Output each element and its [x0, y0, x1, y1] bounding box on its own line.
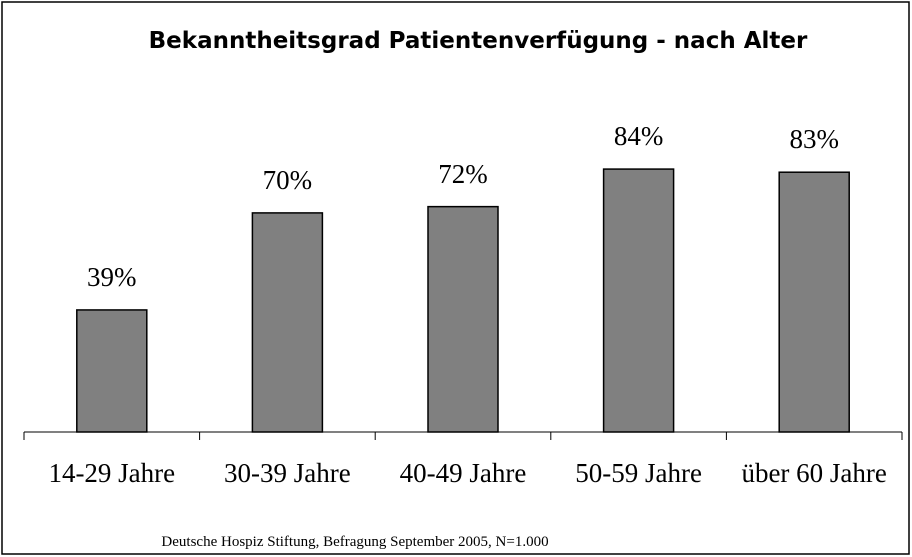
x-tick-label: 50-59 Jahre	[575, 458, 702, 488]
value-label: 70%	[262, 164, 313, 195]
x-tick-label: 30-39 Jahre	[224, 458, 351, 488]
x-tick-label: 40-49 Jahre	[399, 458, 527, 488]
value-label: 84%	[613, 121, 664, 152]
bar	[602, 168, 675, 433]
chart-title: Bekanntheitsgrad Patientenverfügung - na…	[148, 28, 808, 54]
value-label: 83%	[789, 124, 839, 155]
x-tick-label: über 60 Jahre	[741, 458, 887, 488]
bar	[778, 171, 850, 433]
value-label: 72%	[438, 158, 488, 189]
bar	[76, 309, 148, 433]
source-note: Deutsche Hospiz Stiftung, Befragung Sept…	[161, 534, 549, 550]
bar	[251, 212, 324, 433]
x-tick-label: 14-29 Jahre	[48, 458, 176, 488]
value-label: 39%	[87, 261, 137, 292]
bar	[427, 205, 499, 433]
